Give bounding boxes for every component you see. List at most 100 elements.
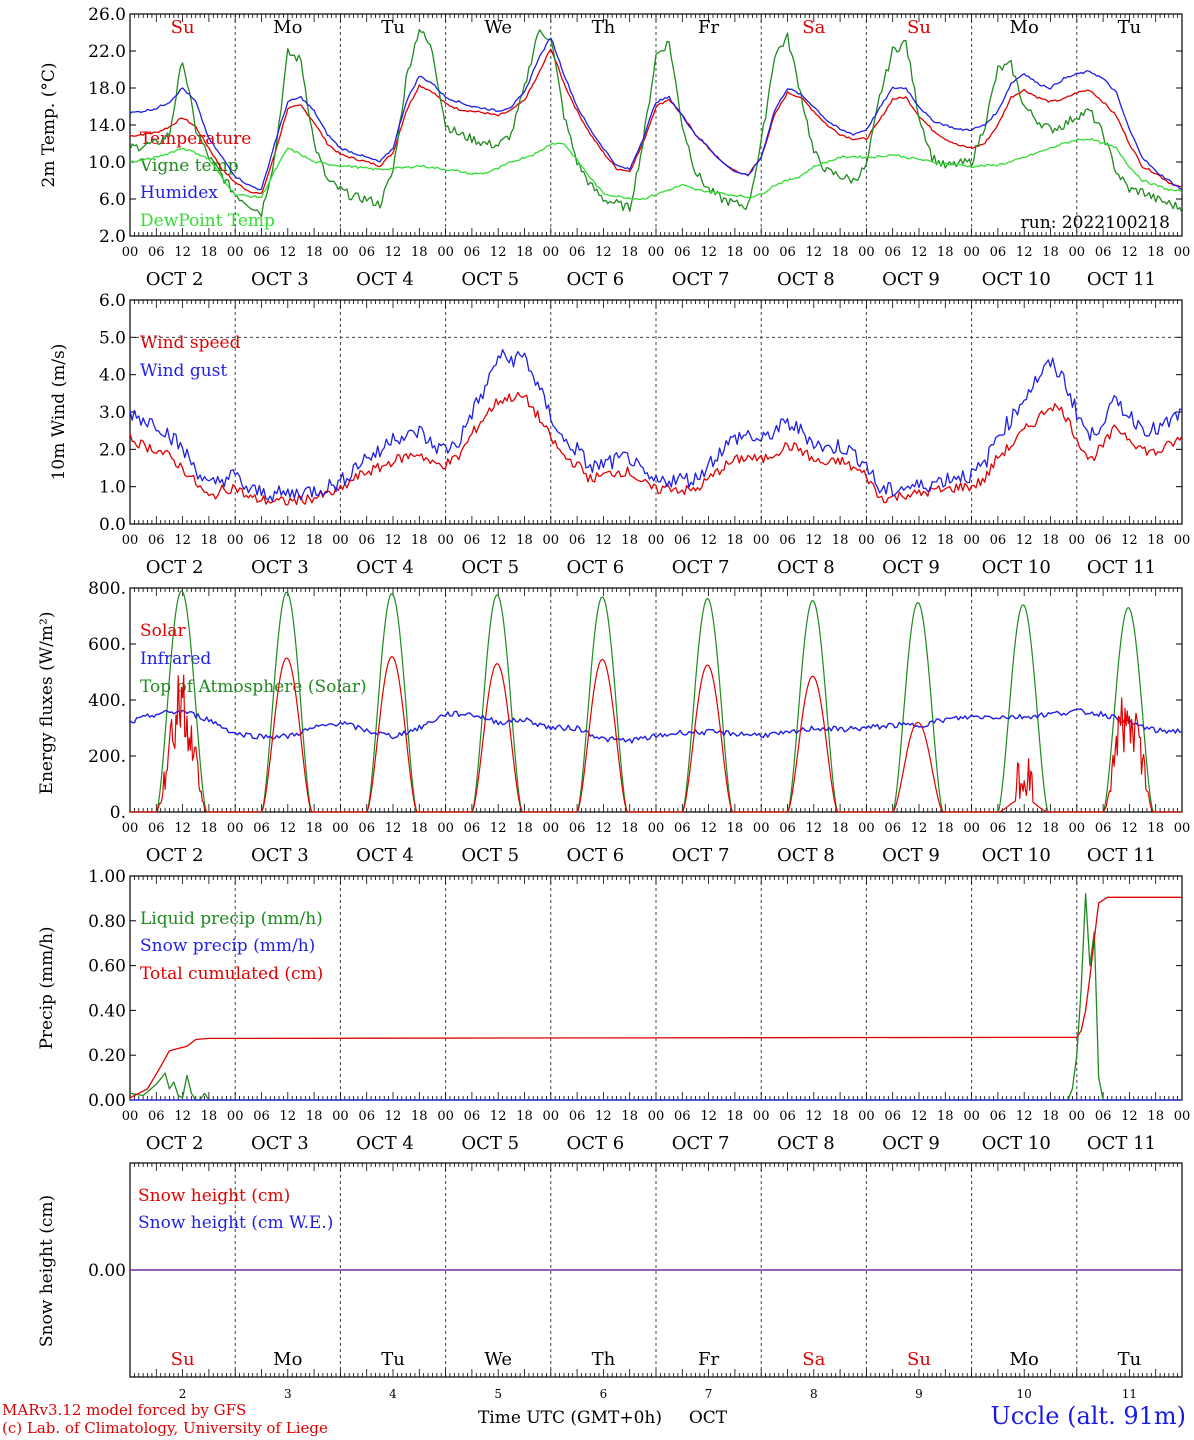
day-name-top: Mo [273,17,302,38]
y-tick-label: 0.60 [88,957,126,977]
hour-tick-label: 00 [1069,821,1086,836]
date-label: OCT 7 [672,269,730,290]
hour-tick-label: 06 [779,245,796,260]
model-credit-line1: MARv3.12 model forced by GFS [2,1401,247,1419]
hour-tick-label: 18 [621,821,638,836]
y-axis-label: 2m Temp. (°C) [39,62,59,187]
hour-tick-label: 00 [227,1109,244,1124]
hour-tick-label: 18 [411,821,428,836]
date-label: OCT 5 [461,269,519,290]
day-name-bottom: Su [907,1349,931,1370]
hour-tick-label: 06 [674,533,691,548]
panel-4-marks [129,875,1183,1101]
hour-tick-label: 06 [569,821,586,836]
hour-tick-label: 12 [911,533,928,548]
hour-tick-label: 12 [595,245,612,260]
hour-tick-label: 06 [674,245,691,260]
hour-tick-label: 12 [700,821,717,836]
date-label: OCT 8 [777,557,835,578]
hour-tick-label: 00 [648,533,665,548]
hour-tick-label: 00 [963,821,980,836]
hour-tick-label: 12 [385,245,402,260]
series-wind-speed [129,391,1183,506]
hour-tick-label: 06 [990,533,1007,548]
hour-tick-label: 12 [174,245,191,260]
hour-tick-label: 06 [569,245,586,260]
hour-tick-label: 00 [437,821,454,836]
y-tick-label: 200. [88,747,126,767]
legend-snow-precip: Snow precip (mm/h) [140,936,315,956]
hour-tick-label: 18 [516,1109,533,1124]
day-number: 2 [179,1387,187,1401]
hour-tick-label: 00 [227,821,244,836]
hour-tick-label: 12 [174,533,191,548]
day-name-top: Mo [1010,17,1039,38]
date-label: OCT 11 [1087,557,1156,578]
date-label: OCT 10 [982,845,1051,866]
hour-tick-label: 00 [332,245,349,260]
hour-tick-label: 06 [148,245,165,260]
day-number: 8 [810,1387,818,1401]
hour-tick-label: 18 [1042,245,1059,260]
hour-tick-label: 06 [464,821,481,836]
y-tick-label: 0. [110,803,126,823]
hour-tick-label: 12 [595,821,612,836]
hour-tick-label: 18 [727,1109,744,1124]
day-name-bottom: Mo [1010,1349,1039,1370]
y-tick-label: 4.0 [99,366,126,386]
date-label: OCT 10 [982,1133,1051,1154]
day-name-bottom: Sa [802,1349,825,1370]
model-credit-line2: (c) Lab. of Climatology, University of L… [2,1419,328,1437]
hour-tick-label: 06 [884,821,901,836]
hour-tick-label: 18 [621,533,638,548]
hour-tick-label: 00 [648,821,665,836]
hour-tick-label: 18 [201,245,218,260]
x-axis-label: Time UTC (GMT+0h) [478,1408,662,1428]
hour-tick-label: 00 [227,533,244,548]
legend-solar: Solar [140,621,186,641]
hour-tick-label: 06 [569,533,586,548]
day-name-top: Su [171,17,195,38]
date-label: OCT 7 [672,1133,730,1154]
hour-tick-label: 00 [963,1109,980,1124]
hour-tick-label: 12 [1121,1109,1138,1124]
hour-tick-label: 18 [1042,821,1059,836]
hour-tick-label: 12 [700,245,717,260]
y-tick-label: 0.00 [88,1091,126,1111]
date-label: OCT 4 [356,1133,414,1154]
hour-tick-label: 12 [490,821,507,836]
hour-tick-label: 18 [306,821,323,836]
hour-tick-label: 06 [358,245,375,260]
date-label: OCT 9 [882,845,940,866]
hour-tick-label: 12 [1121,821,1138,836]
hour-tick-label: 12 [174,821,191,836]
series-toa-solar [130,590,1182,813]
y-tick-label: 18.0 [88,79,126,99]
hour-tick-label: 18 [411,245,428,260]
date-label: OCT 3 [251,269,309,290]
hour-tick-label: 18 [832,821,849,836]
hour-tick-label: 00 [543,821,560,836]
hour-tick-label: 06 [148,821,165,836]
hour-tick-label: 06 [253,821,270,836]
hour-tick-label: 18 [201,1109,218,1124]
hour-tick-label: 12 [806,533,823,548]
date-label: OCT 9 [882,557,940,578]
hour-tick-label: 18 [937,821,954,836]
hour-tick-label: 00 [437,533,454,548]
y-tick-label: 800. [88,579,126,599]
hour-tick-label: 06 [884,245,901,260]
hour-tick-label: 18 [1147,821,1164,836]
y-tick-label: 2.0 [99,440,126,460]
legend-toa-solar: Top of Atmosphere (Solar) [140,677,367,697]
panel-1-marks [129,13,1183,237]
panel-3-marks [129,587,1183,813]
hour-tick-label: 00 [332,533,349,548]
hour-tick-label: 18 [306,245,323,260]
series-dewpoint-temp [129,137,1183,201]
hour-tick-label: 00 [753,1109,770,1124]
y-tick-label: 0.80 [88,912,126,932]
hour-tick-label: 18 [411,533,428,548]
y-tick-label: 22.0 [88,42,126,62]
hour-tick-label: 00 [648,245,665,260]
